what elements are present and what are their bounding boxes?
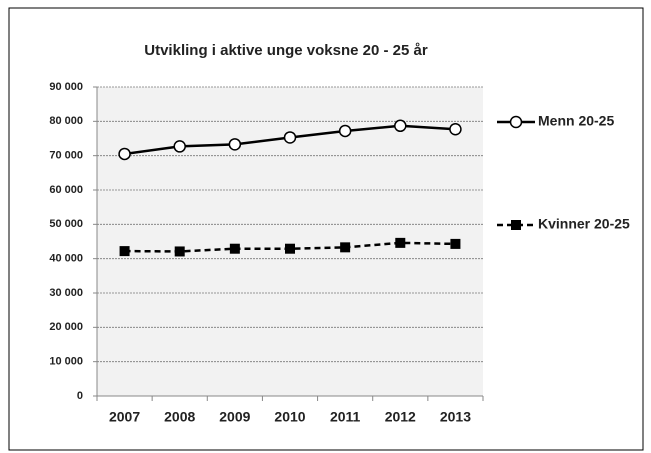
y-tick-label: 50 000 [49,218,83,230]
data-point [394,119,407,133]
y-tick-label: 10 000 [49,356,83,368]
legend-marker [509,115,523,129]
data-point [283,131,297,144]
data-point [395,237,406,248]
data-point [450,238,461,249]
y-tick-label: 60 000 [49,184,83,196]
y-tick-label: 30 000 [49,287,83,299]
data-point [229,243,240,254]
legend-label: Menn 20-25 [538,113,614,129]
data-point [119,246,130,257]
data-point [340,242,351,253]
x-tick-label: 2012 [385,409,416,425]
data-point [338,124,352,138]
y-tick-label: 0 [77,390,83,402]
data-point [174,246,185,257]
y-tick-label: 20 000 [49,321,83,333]
y-tick-label: 70 000 [49,150,83,162]
data-point [118,147,131,161]
y-tick-label: 80 000 [49,115,83,127]
data-point [449,122,462,136]
x-tick-label: 2011 [330,409,361,425]
x-tick-label: 2008 [164,409,195,425]
x-tick-label: 2013 [440,409,471,425]
y-tick-label: 40 000 [49,253,83,265]
y-tick-label: 90 000 [49,81,83,93]
x-tick-label: 2007 [109,409,140,425]
x-tick-label: 2010 [274,409,305,425]
chart-title: Utvikling i aktive unge voksne 20 - 25 å… [144,42,428,59]
x-tick-label: 2009 [219,409,250,425]
data-point [173,140,186,153]
legend-marker [511,220,521,230]
data-point [285,243,295,254]
legend-label: Kvinner 20-25 [538,216,630,232]
data-point [228,138,242,151]
